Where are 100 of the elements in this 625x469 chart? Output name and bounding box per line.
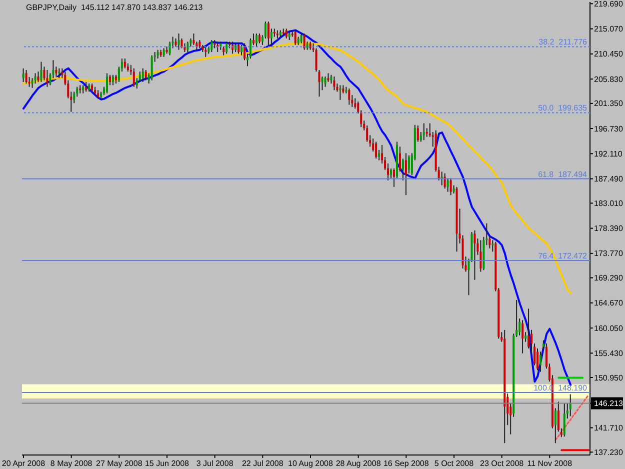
y-tick-label: 183.010 [594, 198, 624, 208]
candlestick [300, 33, 302, 44]
y-tick-label: 187.490 [594, 174, 624, 184]
candlestick [554, 408, 556, 444]
candlestick [539, 351, 542, 372]
y-tick-label: 150.950 [594, 373, 624, 382]
candlestick [324, 76, 326, 88]
candlestick [178, 33, 180, 50]
y-tick-label: 173.770 [594, 249, 624, 258]
candlestick [255, 33, 258, 48]
candlestick [150, 54, 153, 81]
x-tick-label: 28 Aug 2008 [336, 459, 382, 468]
y-tick-label: 155.430 [594, 348, 624, 358]
candlestick [55, 66, 58, 78]
y-tick-label: 164.670 [594, 298, 624, 308]
candlestick [108, 74, 111, 86]
candlestick [333, 76, 336, 91]
chart-title: GBPJPY,Daily 145.112 147.870 143.837 146.213 [26, 3, 203, 13]
candlestick [186, 41, 189, 53]
candlestick [294, 30, 296, 46]
y-tick-label: 160.050 [594, 324, 624, 333]
candlestick [22, 68, 24, 82]
line-series [554, 394, 590, 441]
ref-line-label: 76.4 172.472 [538, 251, 588, 260]
candlestick [315, 48, 318, 72]
candlestick [563, 402, 566, 438]
candlestick [339, 84, 342, 100]
candlestick [354, 98, 356, 110]
candlestick [440, 171, 443, 186]
candlestick [390, 168, 392, 179]
candlestick [480, 240, 482, 272]
candlestick [258, 33, 260, 44]
x-tick-label: 8 May 2008 [50, 459, 93, 468]
candlestick [492, 240, 494, 252]
candlestick [375, 141, 378, 160]
candlestick [210, 40, 213, 53]
candlestick [366, 124, 368, 142]
x-tick-label: 27 May 2008 [96, 459, 143, 468]
x-tick-label: 20 Apr 2008 [2, 459, 46, 468]
candlestick [446, 178, 449, 192]
x-tick-label: 5 Oct 2008 [434, 459, 474, 468]
y-tick-label: 205.830 [594, 74, 624, 84]
candlestick [303, 33, 306, 50]
candlestick [404, 152, 407, 196]
candlestick [569, 394, 572, 417]
ref-line-label: 38.2 211.776 [538, 38, 588, 47]
candlestick [318, 69, 320, 98]
candlestick [270, 28, 272, 48]
candlestick [144, 69, 147, 81]
y-tick-label: 192.110 [594, 149, 623, 158]
y-tick-label: 215.070 [594, 24, 624, 34]
candlestick [416, 124, 419, 142]
x-tick-label: 22 Jul 2008 [242, 459, 284, 468]
candlestick [348, 88, 350, 106]
candlestick [252, 33, 254, 46]
candlestick [285, 28, 288, 39]
x-tick-label: 11 Nov 2008 [527, 459, 573, 468]
candlestick [58, 68, 60, 79]
candlestick [474, 230, 476, 280]
y-tick-label: 141.710 [594, 424, 624, 433]
y-tick-label: 137.230 [594, 448, 624, 457]
candlestick [112, 74, 114, 86]
candlestick [378, 149, 380, 161]
x-tick-label: 23 Oct 2008 [480, 459, 524, 468]
y-tick-label: 201.350 [594, 99, 624, 108]
candlestick [34, 72, 36, 84]
candlestick [25, 69, 28, 84]
candlestick [267, 21, 270, 48]
candlestick [536, 348, 538, 371]
candlestick [240, 44, 243, 56]
candlestick [402, 158, 404, 181]
candlestick [37, 71, 40, 82]
candlestick [422, 122, 425, 141]
y-tick-label: 196.730 [594, 124, 624, 134]
ref-line-label: 61.8 187.494 [538, 170, 588, 179]
candlestick [238, 42, 240, 54]
candlestick [444, 172, 446, 190]
candlestick [132, 68, 135, 88]
x-tick-label: 10 Aug 2008 [288, 459, 334, 468]
x-tick-label: 15 Jun 2008 [144, 459, 190, 468]
candlestick [168, 41, 171, 56]
candlestick [40, 61, 42, 82]
candlestick [85, 81, 88, 92]
y-tick-label: 219.690 [594, 0, 624, 8]
y-tick-label: 178.390 [594, 224, 624, 234]
candlestick [106, 72, 108, 94]
candlestick [180, 38, 183, 49]
candlestick [524, 332, 527, 342]
candlestick [522, 320, 524, 354]
candlestick [392, 168, 395, 188]
y-tick-label: 210.450 [594, 50, 624, 59]
y-tick-label: 169.290 [594, 274, 624, 283]
candlestick [46, 69, 48, 88]
ref-line-label: 50.0 199.635 [538, 104, 588, 113]
x-tick-label: 3 Jul 2008 [196, 459, 234, 468]
x-tick-label: 16 Sep 2008 [383, 459, 430, 468]
candlestick [124, 58, 126, 69]
candlestick [204, 46, 207, 58]
candlestick [226, 41, 228, 54]
candlestick [142, 68, 144, 82]
